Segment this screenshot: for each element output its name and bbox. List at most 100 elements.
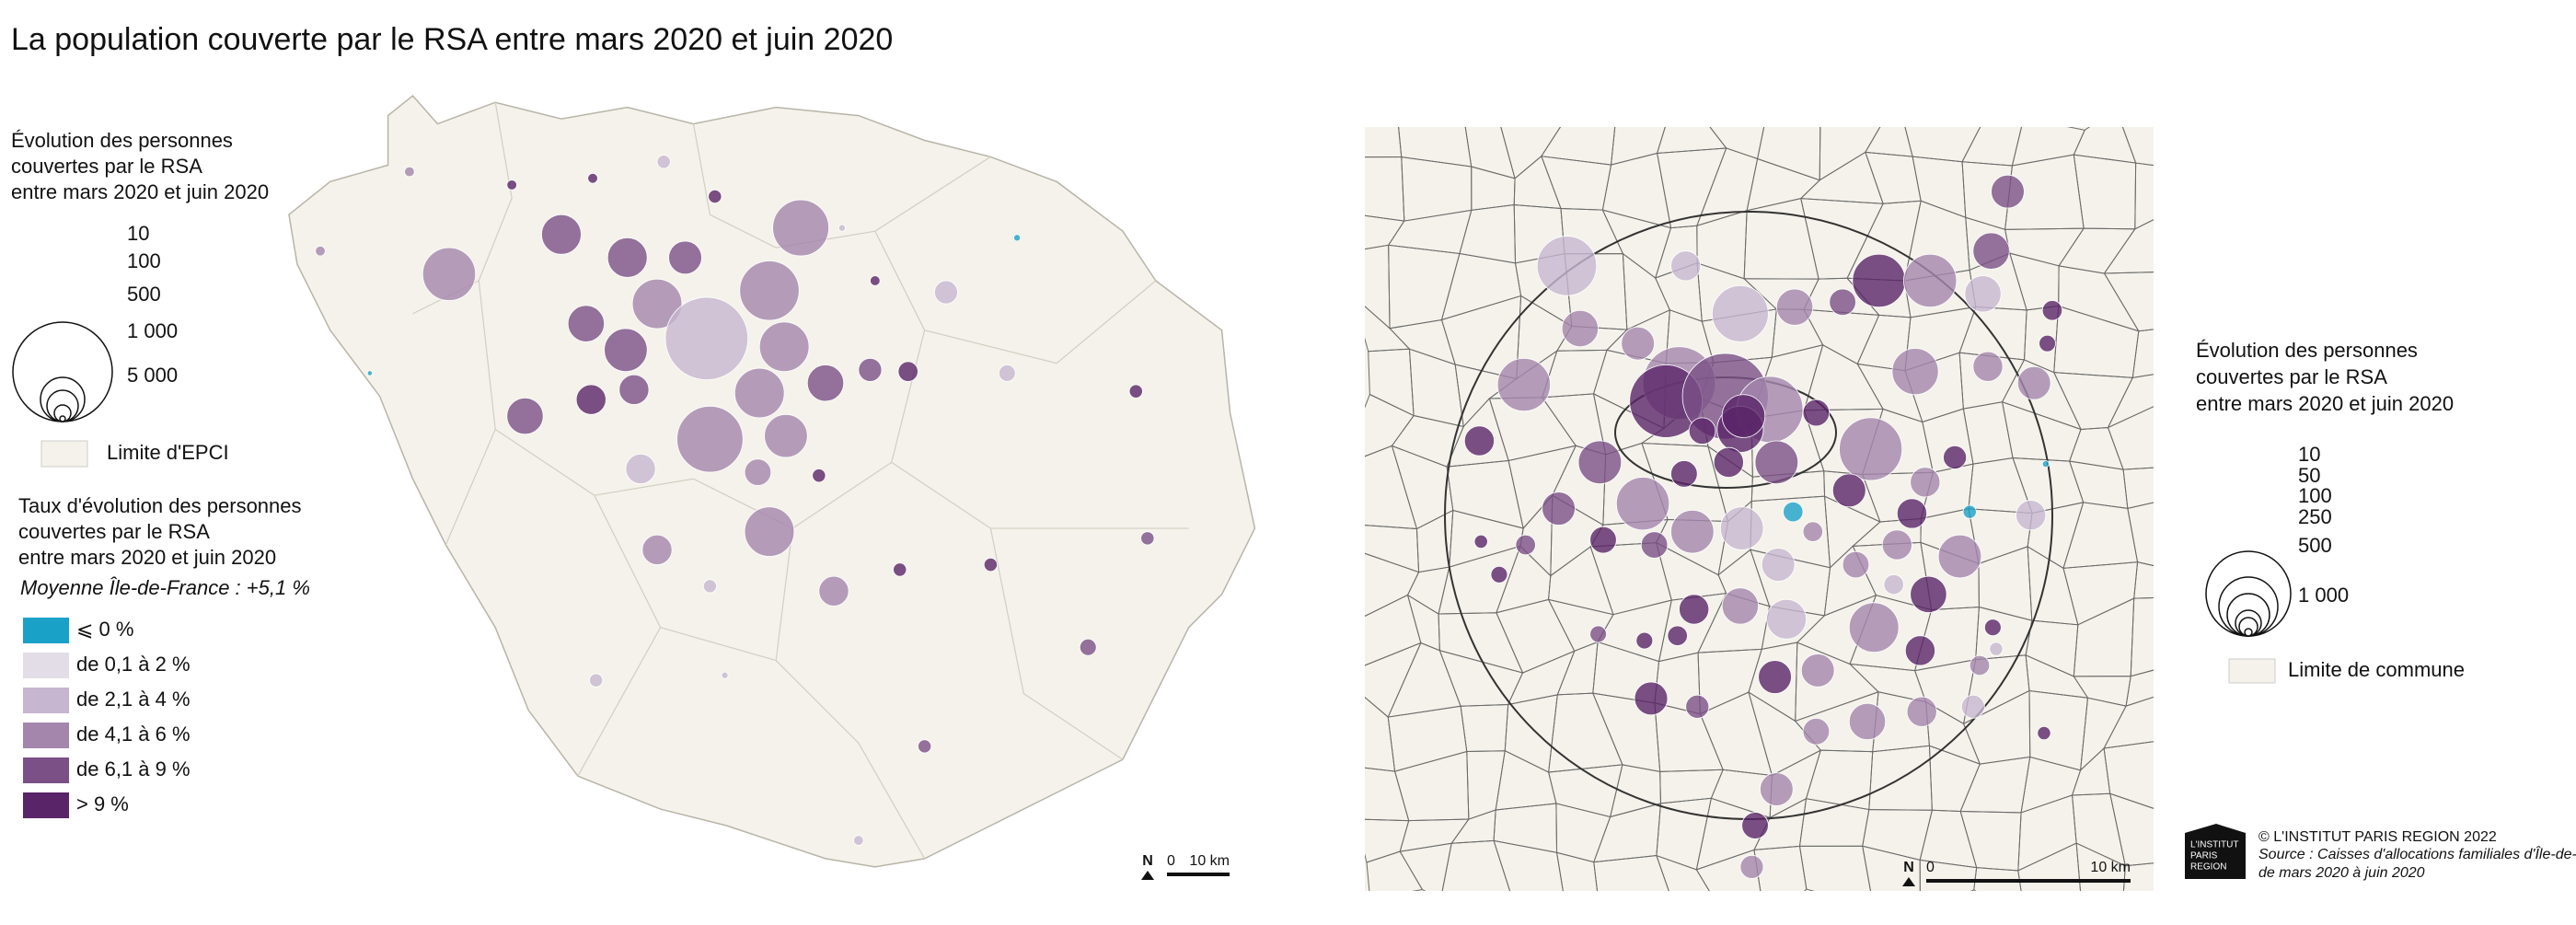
commune xyxy=(1493,839,1564,891)
proportional-circle xyxy=(2016,500,2047,531)
proportional-circle xyxy=(1983,619,2002,637)
size-label: 100 xyxy=(2298,484,2332,507)
proportional-circle xyxy=(2037,725,2051,741)
commune xyxy=(2107,406,2154,470)
proportional-circle xyxy=(656,155,671,169)
class-label: de 6,1 à 9 % xyxy=(76,757,191,780)
class-swatch xyxy=(23,723,69,748)
proportional-circle xyxy=(1848,702,1887,741)
proportional-circle xyxy=(575,384,606,415)
proportional-circle xyxy=(315,245,326,257)
size-label: 1 000 xyxy=(127,319,178,342)
proportional-circle xyxy=(1542,491,1576,526)
proportional-circle xyxy=(2039,334,2056,353)
proportional-circle xyxy=(1848,602,1900,653)
proportional-circle xyxy=(2016,365,2051,400)
proportional-circle xyxy=(998,364,1016,382)
proportional-circle xyxy=(1496,357,1551,412)
class-label: de 0,1 à 2 % xyxy=(76,653,191,676)
proportional-circle xyxy=(1802,399,1831,427)
legend-title: couvertes par le RSA xyxy=(2196,365,2387,388)
epci-boundary xyxy=(874,230,1157,364)
epci-boundary xyxy=(494,428,662,777)
proportional-circle xyxy=(668,240,702,275)
class-label: ⩽ 0 % xyxy=(76,618,133,641)
legend-title: entre mars 2020 et juin 2020 xyxy=(11,180,269,203)
north-arrow-shape xyxy=(1141,871,1154,880)
proportional-circle xyxy=(587,172,598,184)
proportional-circle xyxy=(1760,772,1794,806)
proportional-circle xyxy=(1802,521,1823,542)
proportional-circle xyxy=(837,224,846,232)
proportional-circle xyxy=(744,506,795,557)
proportional-circle xyxy=(934,280,958,305)
proportional-circle xyxy=(1904,635,1935,666)
proportional-circle xyxy=(1943,445,1968,469)
class-label: > 9 % xyxy=(76,792,129,815)
proportional-circle xyxy=(1621,326,1655,361)
commune xyxy=(1593,855,1669,891)
proportional-circle xyxy=(1839,417,1903,481)
scale-start: 0 xyxy=(1167,853,1175,869)
legend-title: Évolution des personnes xyxy=(11,129,233,152)
epci-boundary xyxy=(891,330,1189,529)
class-swatch xyxy=(23,618,69,643)
legend-title: Évolution des personnes xyxy=(2196,339,2418,362)
size-label: 500 xyxy=(127,283,161,306)
commune xyxy=(2103,219,2154,274)
proportional-circle xyxy=(1721,587,1760,625)
proportional-circle xyxy=(1783,501,1804,523)
proportional-circle xyxy=(702,579,717,594)
commune xyxy=(2131,329,2154,378)
commune xyxy=(2122,467,2154,509)
commune xyxy=(2125,669,2154,707)
commune xyxy=(2103,272,2154,332)
size-label: 5 000 xyxy=(127,364,178,387)
legend-title: couvertes par le RSA xyxy=(18,520,210,543)
class-swatch xyxy=(23,792,69,818)
legend-title: couvertes par le RSA xyxy=(11,155,202,178)
proportional-circle xyxy=(1721,394,1766,438)
class-swatch xyxy=(23,653,69,678)
proportional-circle xyxy=(1079,638,1097,656)
proportional-circle xyxy=(1991,174,2025,209)
proportional-circle xyxy=(1589,625,1607,643)
proportional-circle xyxy=(1634,681,1669,716)
proportional-circle xyxy=(1910,575,1947,613)
commune xyxy=(2103,741,2154,809)
proportional-circle xyxy=(1670,250,1702,282)
proportional-circle xyxy=(893,562,907,577)
proportional-circle xyxy=(1679,594,1710,625)
proportional-circle xyxy=(1667,625,1688,646)
proportional-circle xyxy=(1883,573,1904,595)
proportional-circle xyxy=(744,458,772,486)
proportional-circle xyxy=(506,179,517,191)
proportional-circle xyxy=(1989,642,2004,656)
size-label: 10 xyxy=(2298,443,2320,466)
proportional-circle xyxy=(1906,696,1937,727)
proportional-circle xyxy=(897,361,918,382)
proportional-circle xyxy=(1140,531,1155,546)
class-label: de 4,1 à 6 % xyxy=(76,723,191,746)
proportional-circle xyxy=(983,557,998,572)
scale-start: 0 xyxy=(1926,860,1935,875)
proportional-circle xyxy=(1670,460,1698,488)
proportional-circle xyxy=(1964,275,2002,313)
proportional-circle xyxy=(1896,498,1927,529)
scale-end: 10 km xyxy=(2090,860,2131,875)
size-label: 100 xyxy=(127,249,161,272)
proportional-circle xyxy=(1536,236,1598,296)
epci-boundary xyxy=(989,527,1124,760)
proportional-circle xyxy=(1589,526,1617,554)
commune xyxy=(2134,162,2154,230)
commune xyxy=(2127,502,2154,567)
legend-subtitle: Moyenne Île-de-France : +5,1 % xyxy=(20,576,310,599)
size-symbol xyxy=(59,415,66,422)
size-symbol xyxy=(2244,628,2253,637)
source: de mars 2020 à juin 2020 xyxy=(2258,865,2425,881)
proportional-circle xyxy=(1490,565,1508,584)
proportional-circle xyxy=(806,364,845,402)
proportional-circle xyxy=(818,575,849,607)
proportional-circle xyxy=(1711,284,1769,342)
proportional-circle xyxy=(664,296,749,381)
